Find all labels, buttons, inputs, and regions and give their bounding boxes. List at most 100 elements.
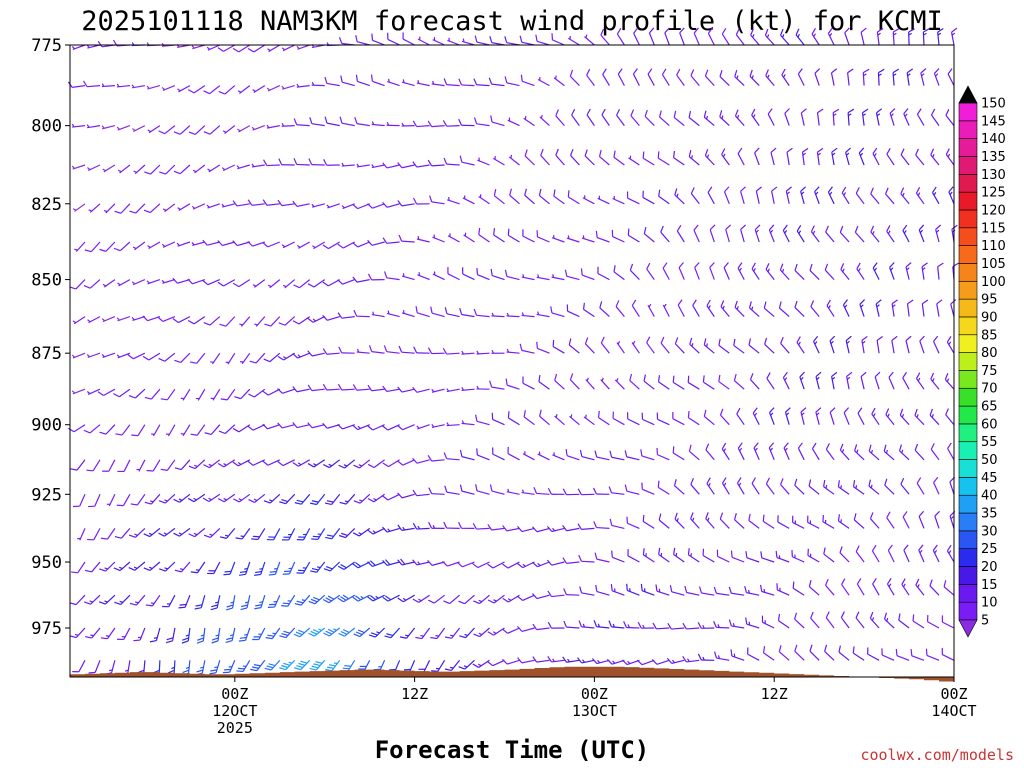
wind-barb (307, 350, 325, 357)
colorbar-label: 50 (981, 453, 998, 468)
wind-barb (566, 304, 580, 318)
wind-barb (768, 407, 775, 425)
wind-barb (338, 346, 355, 354)
wind-barb (113, 241, 131, 252)
wind-barb (446, 422, 460, 427)
wind-barb (239, 352, 251, 365)
wind-barb (569, 69, 580, 87)
wind-barb (536, 311, 550, 318)
wind-barb (762, 514, 775, 529)
wind-barb (569, 373, 580, 390)
wind-barb (427, 159, 445, 167)
wind-barb (477, 157, 490, 166)
wind-barb (444, 627, 461, 639)
wind-barb (815, 371, 822, 390)
wind-barb (591, 658, 610, 665)
wind-barb (397, 200, 415, 207)
wind-barb (704, 69, 715, 87)
wind-barb (891, 299, 898, 317)
wind-barb (84, 561, 101, 573)
wind-barb (325, 659, 341, 672)
wind-barb (737, 147, 745, 166)
wind-barb (234, 388, 251, 400)
wind-barb (740, 224, 747, 243)
wind-barb (553, 189, 565, 205)
colorbar-swatch (958, 102, 978, 122)
wind-barb (721, 477, 730, 495)
wind-barb (116, 494, 131, 507)
wind-barb (472, 522, 490, 530)
wind-barb (158, 493, 176, 504)
wind-barb (595, 230, 610, 243)
wind-barb (674, 337, 685, 354)
wind-barb (461, 387, 475, 391)
wind-barb (218, 424, 236, 435)
wind-barb (325, 528, 341, 540)
wind-barb (69, 627, 86, 639)
wind-barb (721, 148, 730, 166)
wind-barb (660, 336, 670, 354)
wind-barb (191, 44, 205, 50)
wind-barb (517, 657, 535, 664)
wind-barb (447, 37, 460, 46)
wind-barb (367, 560, 385, 567)
wind-barb (149, 627, 161, 643)
wind-barb (593, 620, 610, 629)
wind-barb (502, 561, 520, 569)
wind-barb (601, 108, 610, 126)
wind-barb (322, 314, 340, 321)
wind-barb (473, 594, 490, 605)
wind-barb (908, 28, 915, 46)
wind-barb (867, 647, 880, 661)
wind-barb (943, 580, 955, 596)
wind-barb (658, 189, 670, 205)
wind-barb (181, 627, 191, 644)
wind-barb (768, 442, 775, 461)
wind-barb (794, 478, 805, 495)
wind-barb (367, 384, 385, 392)
wind-barb (352, 384, 370, 391)
wind-barb (491, 349, 505, 354)
wind-barb (524, 149, 535, 166)
wind-barb (781, 68, 790, 86)
wind-barb (517, 561, 535, 569)
wind-barb (146, 85, 161, 90)
wind-barb (458, 522, 475, 530)
wind-barb (116, 125, 131, 131)
wind-barb (903, 108, 910, 126)
wind-barb (930, 108, 940, 126)
colorbar: 5 10 15 20 25 30 35 40 45 50 55 60 65 70 75 80 85 90 95 100… (958, 85, 1006, 638)
wind-barb (307, 384, 325, 392)
x-tick-label: 00Z (221, 685, 248, 703)
wind-barb (382, 559, 400, 566)
wind-barb (310, 561, 326, 573)
wind-barb (308, 594, 326, 605)
wind-barb (202, 239, 220, 246)
wind-barb (859, 299, 865, 317)
y-tick-label: 925 (31, 485, 62, 505)
wind-barb (312, 241, 326, 250)
wind-barb (930, 443, 940, 461)
wind-barb (489, 36, 505, 46)
wind-barb (386, 121, 400, 127)
wind-barb (598, 149, 610, 166)
wind-barb (600, 377, 610, 390)
wind-barb (887, 544, 895, 563)
wind-barb (613, 265, 625, 281)
wind-barb (825, 578, 835, 596)
wind-barb (901, 578, 910, 596)
wind-barb (903, 544, 910, 563)
wind-barb (71, 388, 86, 395)
wind-barb (760, 551, 775, 563)
wind-barb (88, 494, 101, 508)
wind-barb (733, 513, 745, 529)
wind-barb (248, 493, 266, 503)
wind-barb (554, 373, 565, 390)
wind-barb (637, 621, 655, 629)
wind-barb (597, 266, 610, 281)
wind-barb (763, 301, 775, 318)
wind-barb (761, 615, 775, 629)
wind-barb (925, 648, 940, 661)
wind-barb (281, 44, 295, 52)
wind-barb (629, 263, 640, 281)
